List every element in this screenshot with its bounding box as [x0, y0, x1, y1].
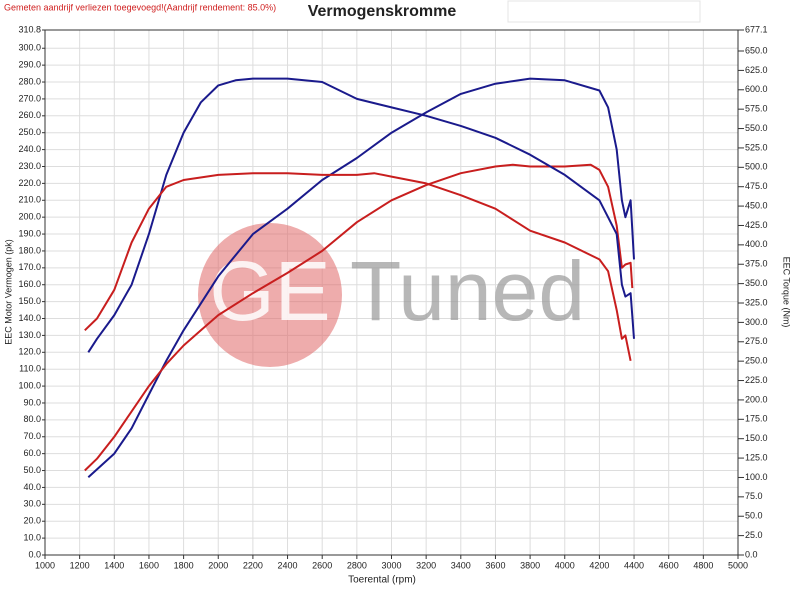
y2-tick-label: 625.0: [745, 65, 768, 75]
watermark: GE Tuned: [198, 223, 585, 367]
y2-tick-label: 677.1: [745, 24, 768, 34]
y-tick-label: 310.8: [18, 24, 41, 34]
y-tick-label: 160.0: [18, 279, 41, 289]
y-tick-label: 300.0: [18, 43, 41, 53]
y2-tick-label: 350.0: [745, 278, 768, 288]
y-tick-label: 210.0: [18, 195, 41, 205]
y2-tick-label: 600.0: [745, 84, 768, 94]
y-tick-label: 180.0: [18, 245, 41, 255]
y2-tick-label: 275.0: [745, 336, 768, 346]
y2-tick-label: 550.0: [745, 123, 768, 133]
y2-tick-label: 50.0: [745, 511, 763, 521]
watermark-circle: [198, 223, 342, 367]
y-axis-label: EEC Motor Vermogen (pk): [3, 239, 13, 345]
x-tick-label: 3400: [451, 560, 471, 570]
y-tick-label: 220.0: [18, 178, 41, 188]
y2-tick-label: 0.0: [745, 549, 758, 559]
x-tick-label: 3000: [381, 560, 401, 570]
y2-tick-label: 25.0: [745, 530, 763, 540]
x-tick-label: 2200: [243, 560, 263, 570]
y2-tick-label: 425.0: [745, 220, 768, 230]
y-tick-label: 170.0: [18, 262, 41, 272]
y2-tick-label: 225.0: [745, 375, 768, 385]
x-tick-label: 1600: [139, 560, 159, 570]
x-tick-label: 3600: [485, 560, 505, 570]
y-tick-label: 90.0: [23, 397, 41, 407]
x-tick-label: 4400: [624, 560, 644, 570]
y2-tick-label: 250.0: [745, 356, 768, 366]
x-tick-label: 1800: [174, 560, 194, 570]
x-tick-label: 2000: [208, 560, 228, 570]
x-tick-label: 4200: [589, 560, 609, 570]
x-tick-label: 5000: [728, 560, 748, 570]
x-tick-label: 3200: [416, 560, 436, 570]
header-box: [507, 0, 701, 23]
y-tick-label: 230.0: [18, 161, 41, 171]
y-tick-label: 270.0: [18, 93, 41, 103]
watermark-left: GE: [209, 244, 330, 338]
y-tick-label: 50.0: [23, 465, 41, 475]
y-tick-label: 80.0: [23, 414, 41, 424]
y2-tick-label: 475.0: [745, 181, 768, 191]
y2-tick-label: 450.0: [745, 200, 768, 210]
y-tick-label: 120.0: [18, 347, 41, 357]
y2-tick-label: 650.0: [745, 45, 768, 55]
y-tick-label: 200.0: [18, 212, 41, 222]
y2-tick-label: 175.0: [745, 414, 768, 424]
x-tick-label: 1400: [104, 560, 124, 570]
note: Gemeten aandrijf verliezen toegevoegd!(A…: [4, 2, 276, 12]
y-tick-label: 60.0: [23, 448, 41, 458]
chart-title: Vermogenskromme: [308, 3, 457, 20]
y-tick-label: 100.0: [18, 380, 41, 390]
data-line: [87, 77, 635, 353]
y-tick-label: 40.0: [23, 482, 41, 492]
x-tick-label: 3800: [520, 560, 540, 570]
y2-tick-label: 150.0: [745, 433, 768, 443]
x-tick-label: 4600: [659, 560, 679, 570]
x-tick-label: 2400: [278, 560, 298, 570]
y-tick-label: 250.0: [18, 127, 41, 137]
x-tick-label: 2800: [347, 560, 367, 570]
y-tick-label: 0.0: [28, 549, 41, 559]
y-tick-label: 150.0: [18, 296, 41, 306]
y2-tick-label: 125.0: [745, 452, 768, 462]
y-tick-label: 20.0: [23, 516, 41, 526]
y-tick-label: 10.0: [23, 532, 41, 542]
y2-tick-label: 575.0: [745, 104, 768, 114]
x-tick-label: 1000: [35, 560, 55, 570]
x-tick-label: 4800: [693, 560, 713, 570]
y-tick-label: 70.0: [23, 431, 41, 441]
x-tick-label: 2600: [312, 560, 332, 570]
y2-axis-label: EEC Torque (Nm): [782, 257, 792, 328]
y2-tick-label: 375.0: [745, 259, 768, 269]
y-tick-label: 280.0: [18, 76, 41, 86]
x-tick-label: 4000: [555, 560, 575, 570]
y-tick-label: 130.0: [18, 330, 41, 340]
y2-tick-label: 300.0: [745, 317, 768, 327]
y-tick-label: 290.0: [18, 60, 41, 70]
y2-tick-label: 325.0: [745, 297, 768, 307]
x-tick-label: 1200: [70, 560, 90, 570]
plot-frame: [44, 29, 739, 556]
y-tick-label: 140.0: [18, 313, 41, 323]
y2-tick-label: 525.0: [745, 142, 768, 152]
y2-tick-label: 75.0: [745, 491, 763, 501]
y2-tick-label: 100.0: [745, 472, 768, 482]
y-tick-label: 30.0: [23, 499, 41, 509]
y2-tick-label: 200.0: [745, 394, 768, 404]
y-tick-label: 260.0: [18, 110, 41, 120]
y-tick-label: 190.0: [18, 228, 41, 238]
data-line: [84, 172, 632, 362]
y-tick-label: 240.0: [18, 144, 41, 154]
watermark-right: Tuned: [350, 244, 585, 338]
y2-tick-label: 400.0: [745, 239, 768, 249]
x-axis-label: Toerental (rpm): [348, 575, 416, 586]
data-line: [84, 163, 634, 472]
y2-tick-label: 500.0: [745, 162, 768, 172]
y-tick-label: 110.0: [19, 364, 41, 374]
